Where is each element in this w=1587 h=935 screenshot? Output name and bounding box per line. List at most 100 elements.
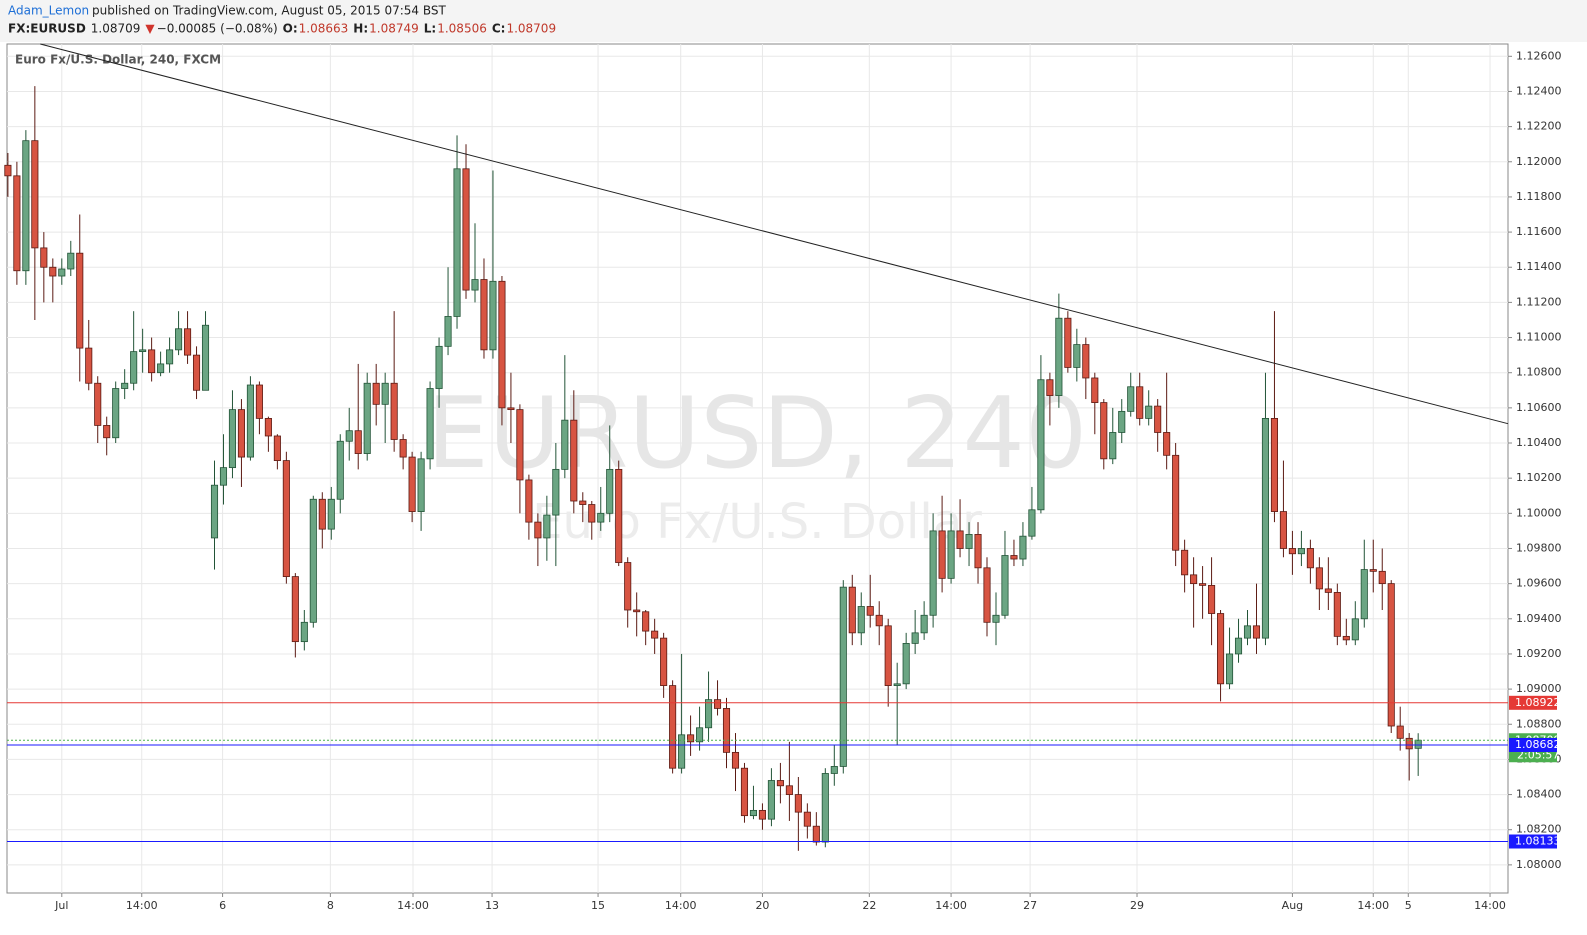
candle-body [1118, 410, 1126, 433]
candle-body [1378, 570, 1386, 585]
candle-body [633, 609, 641, 613]
candle-body [1163, 432, 1171, 456]
y-tick-label: 1.10400 [1516, 436, 1562, 449]
candle-body [489, 280, 497, 351]
symbol-text: 1.08749 [369, 22, 419, 36]
symbol-text: 1.08663 [299, 22, 349, 36]
plot-frame [6, 43, 1509, 894]
candle-body [94, 382, 102, 426]
x-tick-label: 15 [591, 899, 605, 912]
candle-body [1019, 535, 1027, 560]
candle-body [13, 175, 21, 272]
candle-body [282, 460, 290, 578]
candle-body [31, 140, 39, 249]
candle-body [300, 621, 308, 643]
candle-body [112, 388, 120, 439]
candle-body [363, 382, 371, 454]
y-tick-label: 1.11400 [1516, 260, 1562, 273]
candle-body [794, 794, 802, 813]
candle-body [1270, 418, 1278, 512]
candle-body [85, 347, 93, 384]
candle-body [687, 734, 695, 743]
candle-body [148, 349, 156, 374]
candle-body [1288, 548, 1296, 555]
candle-body [534, 521, 542, 539]
candle-body [1145, 405, 1153, 419]
candle-body [579, 500, 587, 505]
candle-body [525, 479, 533, 523]
candle-body [426, 388, 434, 460]
candle-body [821, 773, 829, 843]
candle-body [1154, 405, 1162, 433]
x-tick-label: 20 [755, 899, 769, 912]
candle-body [40, 247, 48, 268]
candle-body [246, 384, 254, 458]
candle-body [1001, 555, 1009, 616]
candle-body [345, 430, 353, 442]
price-tag [1509, 834, 1557, 849]
candle-body [678, 734, 686, 769]
chart-title: Euro Fx/U.S. Dollar, 240, FXCM [15, 53, 221, 67]
candle-body [291, 576, 299, 643]
candle-body [408, 456, 416, 512]
candle-body [175, 328, 183, 351]
candle-body [1199, 583, 1207, 586]
x-tick-label: 14:00 [935, 899, 967, 912]
candle-body [911, 632, 919, 644]
candle-body [767, 780, 775, 820]
candle-body [848, 586, 856, 634]
candle-body [758, 809, 766, 820]
x-tick-label: 14:00 [1474, 899, 1506, 912]
candle-body [1297, 548, 1305, 555]
x-tick-label: 14:00 [665, 899, 697, 912]
candle-body [228, 409, 237, 469]
price-tag-label: 1.08682 [1515, 738, 1561, 751]
symbol-text: 1.08709 [506, 22, 556, 36]
candle-body [372, 382, 380, 405]
candle-body [749, 809, 758, 817]
candle-body [731, 751, 740, 769]
candle-body [1405, 737, 1413, 750]
price-tag [1509, 695, 1557, 710]
candle-body [615, 468, 623, 563]
candle-body [480, 279, 488, 351]
price-tag-label: 1.08133 [1515, 834, 1561, 847]
candle-body [192, 354, 201, 391]
candle-body [103, 425, 111, 439]
candle-body [1252, 625, 1261, 639]
y-tick-label: 1.09200 [1516, 647, 1562, 660]
candle-body [1342, 635, 1350, 641]
y-tick-label: 1.09600 [1516, 577, 1562, 590]
candle-body [812, 825, 820, 843]
grid [7, 44, 1508, 893]
candle-body [1028, 509, 1036, 537]
x-tick-label: 22 [862, 899, 876, 912]
candle-body [210, 484, 219, 539]
author-link[interactable]: Adam_Lemon [8, 4, 89, 18]
candle-body [516, 409, 524, 481]
x-tick-label: 14:00 [397, 899, 429, 912]
candle-body [1414, 739, 1422, 749]
y-tick-label: 1.11200 [1516, 295, 1562, 308]
y-tick-label: 1.08200 [1516, 823, 1562, 836]
candle-body [49, 266, 57, 277]
candle-body [1208, 584, 1216, 614]
candle-body [992, 614, 1000, 623]
candle-body [956, 530, 964, 549]
symbol-text: 1.08506 [437, 22, 487, 36]
candle-body [166, 349, 174, 365]
price-tag [1509, 737, 1557, 752]
candle-body [453, 168, 461, 317]
symbol-text: FX:EURUSD [8, 22, 86, 36]
candle-body [381, 382, 389, 405]
plot [4, 43, 1509, 851]
x-tick-label: Aug [1282, 899, 1303, 912]
candle-body [219, 467, 228, 486]
candle-body [839, 586, 847, 767]
candle-body [1082, 344, 1090, 379]
candle-body [184, 328, 192, 356]
candle-body [309, 498, 317, 623]
symbol-text: H: [353, 22, 368, 36]
candle-body [67, 252, 75, 270]
candle-body [264, 418, 272, 437]
